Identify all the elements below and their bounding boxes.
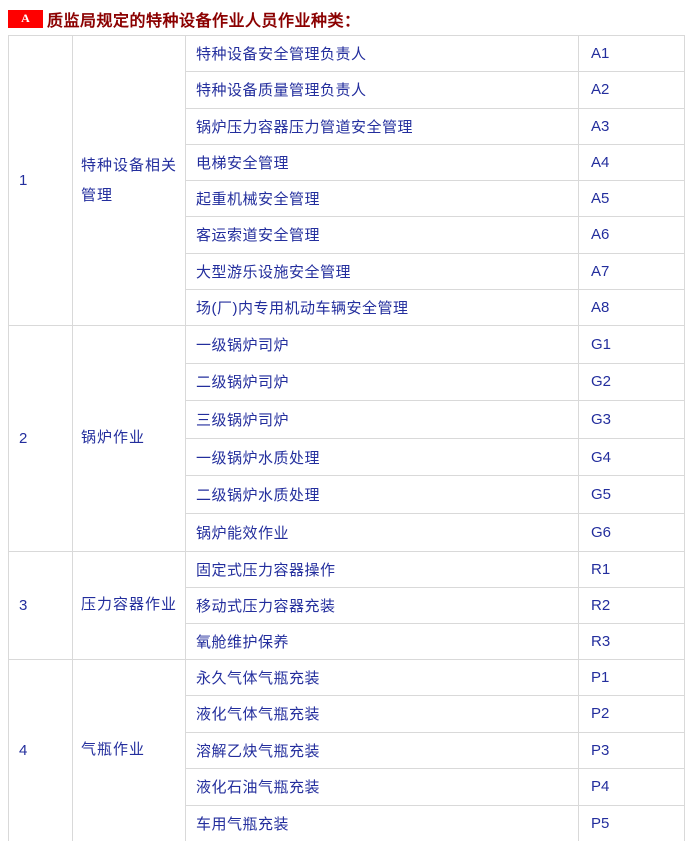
job-name-cell: 起重机械安全管理 [185, 179, 579, 218]
code-cell: A2 [578, 71, 685, 109]
page-title: 质监局规定的特种设备作业人员作业种类： [47, 12, 361, 30]
code-cell: R3 [578, 622, 685, 660]
table-row: 1 特种设备相关管理 特种设备安全管理负责人 A1 [8, 34, 685, 326]
table-row: 锅炉压力容器压力管道安全管理 A3 [9, 107, 685, 145]
code-cell: A5 [578, 179, 685, 218]
table-row: 场(厂)内专用机动车辆安全管理 A8 [9, 288, 685, 327]
job-name-cell: 一级锅炉司炉 [185, 325, 579, 364]
table-row: 溶解乙炔气瓶充装 P3 [9, 731, 685, 770]
job-name-cell: 锅炉压力容器压力管道安全管理 [185, 107, 579, 145]
table-row: 二级锅炉司炉 G2 [9, 362, 685, 402]
table-row: 特种设备质量管理负责人 A2 [9, 71, 685, 109]
table-row: 液化石油气瓶充装 P4 [9, 768, 685, 806]
code-cell: G6 [578, 512, 685, 552]
code-cell: G4 [578, 437, 685, 477]
job-name-cell: 电梯安全管理 [185, 143, 579, 182]
code-cell: P4 [578, 768, 685, 806]
code-cell: G2 [578, 362, 685, 402]
job-name-cell: 移动式压力容器充装 [185, 586, 579, 624]
table-row: 客运索道安全管理 A6 [9, 216, 685, 254]
job-name-cell: 车用气瓶充装 [185, 804, 579, 841]
code-cell: G3 [578, 400, 685, 439]
job-name-cell: 液化石油气瓶充装 [185, 768, 579, 806]
table-row: 液化气体气瓶充装 P2 [9, 695, 685, 733]
table-row: 锅炉能效作业 G6 [9, 512, 685, 552]
code-cell: A8 [578, 288, 685, 327]
category-cell: 气瓶作业 [72, 658, 186, 841]
table-row: 移动式压力容器充装 R2 [9, 586, 685, 624]
code-cell: A7 [578, 252, 685, 290]
job-name-cell: 溶解乙炔气瓶充装 [185, 731, 579, 770]
code-cell: P1 [578, 658, 685, 697]
section-number-cell: 4 [8, 658, 73, 841]
code-cell: A3 [578, 107, 685, 145]
category-cell: 锅炉作业 [72, 325, 186, 552]
code-cell: G5 [578, 475, 685, 514]
code-cell: R1 [578, 550, 685, 588]
job-name-cell: 大型游乐设施安全管理 [185, 252, 579, 290]
job-name-cell: 固定式压力容器操作 [185, 550, 579, 588]
job-name-cell: 客运索道安全管理 [185, 216, 579, 254]
job-name-cell: 场(厂)内专用机动车辆安全管理 [185, 288, 579, 327]
table-row: 大型游乐设施安全管理 A7 [9, 252, 685, 290]
table-row: 4 气瓶作业 永久气体气瓶充装 P1 [8, 658, 685, 841]
code-cell: A1 [578, 34, 685, 73]
job-name-cell: 一级锅炉水质处理 [185, 437, 579, 477]
code-cell: A6 [578, 216, 685, 254]
code-cell: A4 [578, 143, 685, 182]
job-name-cell: 二级锅炉水质处理 [185, 475, 579, 514]
code-cell: P5 [578, 804, 685, 841]
code-cell: R2 [578, 586, 685, 624]
code-cell: G1 [578, 325, 685, 364]
section-badge: A [8, 9, 43, 28]
section-number-cell: 3 [8, 550, 73, 660]
table-row: 三级锅炉司炉 G3 [9, 400, 685, 439]
job-name-cell: 特种设备安全管理负责人 [185, 34, 579, 73]
section-number-cell: 1 [8, 35, 73, 326]
table-body: 1 特种设备相关管理 特种设备安全管理负责人 A1 特种设备质量管理负责人 A2 锅炉压力容… [8, 34, 685, 841]
table-row: 电梯安全管理 A4 [9, 143, 685, 182]
section-header: A 质监局规定的特种设备作业人员作业种类： [8, 9, 684, 30]
job-name-cell: 特种设备质量管理负责人 [185, 71, 579, 109]
table-row: 3 压力容器作业 固定式压力容器操作 R1 [8, 550, 685, 660]
job-categories-table: 1 特种设备相关管理 特种设备安全管理负责人 A1 特种设备质量管理负责人 A2 锅炉压力容… [8, 34, 685, 841]
table-row: 二级锅炉水质处理 G5 [9, 475, 685, 514]
table-row: 氧舱维护保养 R3 [9, 622, 685, 660]
category-cell: 压力容器作业 [72, 550, 186, 660]
job-name-cell: 氧舱维护保养 [185, 622, 579, 660]
job-name-cell: 二级锅炉司炉 [185, 362, 579, 402]
section-number-cell: 2 [8, 325, 73, 552]
category-cell: 特种设备相关管理 [72, 35, 186, 326]
job-name-cell: 永久气体气瓶充装 [185, 658, 579, 697]
code-cell: P3 [578, 731, 685, 770]
job-name-cell: 液化气体气瓶充装 [185, 695, 579, 733]
table-row: 起重机械安全管理 A5 [9, 179, 685, 218]
code-cell: P2 [578, 695, 685, 733]
table-row: 2 锅炉作业 一级锅炉司炉 G1 [8, 325, 685, 552]
job-name-cell: 三级锅炉司炉 [185, 400, 579, 439]
job-name-cell: 锅炉能效作业 [185, 512, 579, 552]
